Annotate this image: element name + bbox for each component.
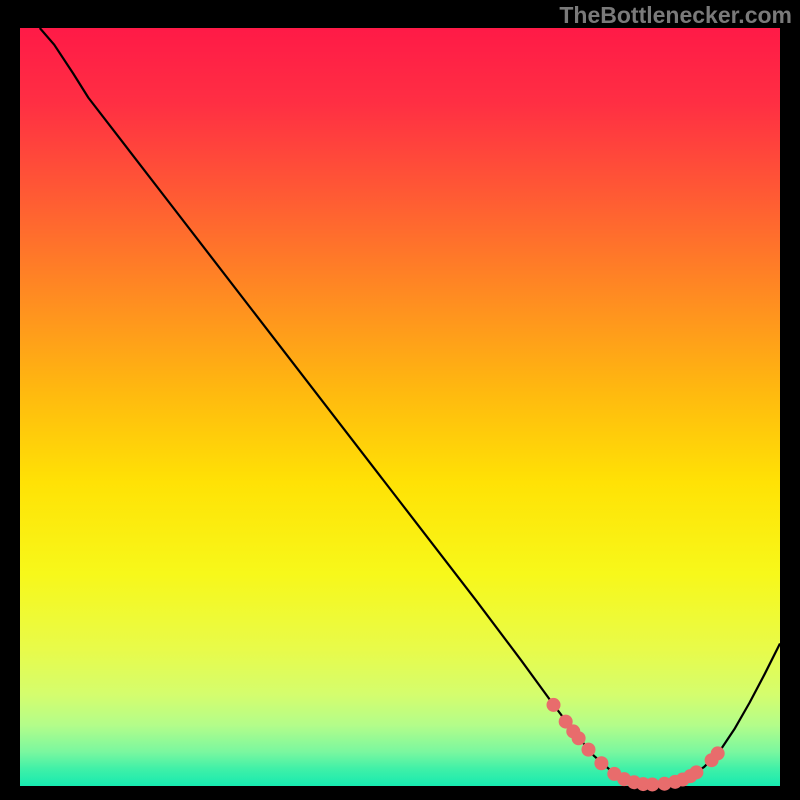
watermark-text: TheBottlenecker.com (559, 2, 792, 29)
scatter-point (711, 746, 725, 760)
scatter-point (645, 777, 659, 791)
scatter-point (689, 765, 703, 779)
scatter-point (572, 731, 586, 745)
scatter-point (581, 743, 595, 757)
gradient-background (20, 28, 780, 786)
chart-container: TheBottlenecker.com (0, 0, 800, 800)
chart-svg (0, 0, 800, 800)
scatter-point (594, 756, 608, 770)
scatter-point (547, 698, 561, 712)
